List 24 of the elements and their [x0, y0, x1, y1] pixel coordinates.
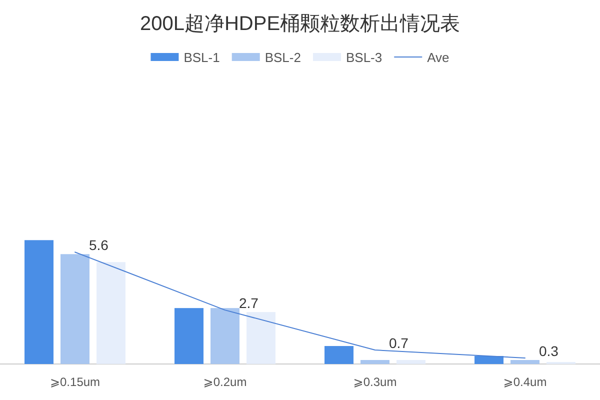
- legend-label: BSL-3: [346, 50, 382, 65]
- x-tick-label: ⩾0.2um: [203, 375, 247, 389]
- bar: [510, 360, 540, 364]
- bar: [396, 360, 426, 364]
- legend-label: BSL-2: [264, 50, 301, 65]
- legend-label: Ave: [427, 50, 450, 65]
- bar: [324, 346, 354, 364]
- data-label: 0.7: [389, 335, 409, 352]
- bar: [24, 240, 54, 364]
- data-label: 5.6: [89, 237, 109, 254]
- data-label: 2.7: [239, 295, 259, 312]
- bar: [360, 360, 390, 364]
- bar: [474, 356, 504, 364]
- bar: [60, 254, 90, 364]
- x-tick-label: ⩾0.3um: [353, 375, 397, 389]
- title: 200L超净HDPE桶颗粒数析出情况表: [140, 13, 460, 35]
- bar: [174, 308, 204, 364]
- legend-label: BSL-1: [184, 50, 220, 65]
- bar: [246, 312, 276, 364]
- bar: [96, 262, 126, 364]
- x-tick-label: ⩾0.15um: [50, 375, 100, 389]
- x-tick-label: ⩾0.4um: [503, 375, 547, 389]
- bar: [210, 308, 240, 364]
- data-label: 0.3: [539, 343, 559, 360]
